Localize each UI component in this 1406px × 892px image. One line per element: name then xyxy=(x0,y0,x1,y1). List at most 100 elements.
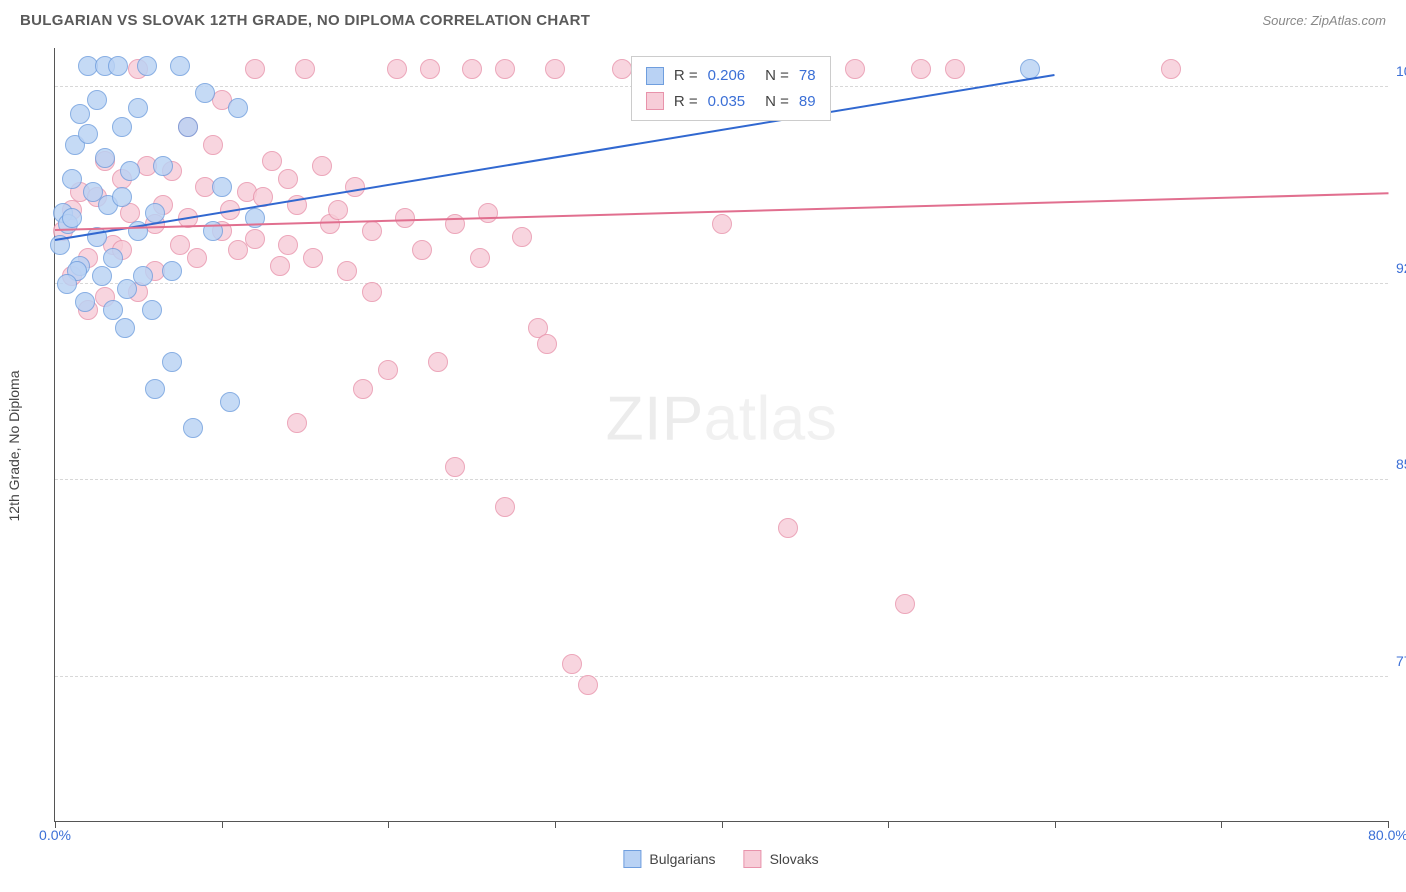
data-point xyxy=(57,274,77,294)
data-point xyxy=(778,518,798,538)
data-point xyxy=(445,457,465,477)
data-point xyxy=(228,98,248,118)
x-tick xyxy=(388,821,389,828)
data-point xyxy=(278,169,298,189)
data-point xyxy=(262,151,282,171)
data-point xyxy=(108,56,128,76)
watermark-atlas: atlas xyxy=(704,385,837,454)
data-point xyxy=(312,156,332,176)
legend-swatch-slovaks xyxy=(744,850,762,868)
data-point xyxy=(70,104,90,124)
data-point xyxy=(103,300,123,320)
x-tick xyxy=(722,821,723,828)
legend-swatch-bulgarians xyxy=(623,850,641,868)
chart-title: BULGARIAN VS SLOVAK 12TH GRADE, NO DIPLO… xyxy=(20,12,590,29)
stats-n-label: N = xyxy=(765,63,789,89)
x-tick xyxy=(888,821,889,828)
stats-swatch xyxy=(646,92,664,110)
data-point xyxy=(75,292,95,312)
data-point xyxy=(345,177,365,197)
data-point xyxy=(170,56,190,76)
legend-item-bulgarians: Bulgarians xyxy=(623,850,715,868)
data-point xyxy=(220,392,240,412)
stats-r-label: R = xyxy=(674,89,698,115)
data-point xyxy=(115,318,135,338)
data-point xyxy=(287,413,307,433)
grid-line-h xyxy=(55,479,1388,480)
data-point xyxy=(95,148,115,168)
data-point xyxy=(337,261,357,281)
stats-row: R = 0.206 N = 78 xyxy=(646,63,816,89)
data-point xyxy=(278,235,298,255)
data-point xyxy=(562,654,582,674)
stats-r-value: 0.206 xyxy=(708,63,746,89)
grid-line-h xyxy=(55,676,1388,677)
data-point xyxy=(212,177,232,197)
data-point xyxy=(462,59,482,79)
x-tick xyxy=(1221,821,1222,828)
data-point xyxy=(203,135,223,155)
data-point xyxy=(112,187,132,207)
data-point xyxy=(112,117,132,137)
data-point xyxy=(478,203,498,223)
data-point xyxy=(162,352,182,372)
stats-n-value: 78 xyxy=(799,63,816,89)
data-point xyxy=(170,235,190,255)
data-point xyxy=(428,352,448,372)
legend-item-slovaks: Slovaks xyxy=(744,850,819,868)
data-point xyxy=(117,279,137,299)
stats-swatch xyxy=(646,67,664,85)
legend: Bulgarians Slovaks xyxy=(623,850,818,868)
data-point xyxy=(328,200,348,220)
chart-area: 12th Grade, No Diploma ZIPatlas 77.5%85.… xyxy=(54,48,1388,844)
data-point xyxy=(445,214,465,234)
data-point xyxy=(537,334,557,354)
data-point xyxy=(495,59,515,79)
data-point xyxy=(133,266,153,286)
watermark: ZIPatlas xyxy=(606,384,837,455)
data-point xyxy=(145,203,165,223)
data-point xyxy=(612,59,632,79)
data-point xyxy=(545,59,565,79)
data-point xyxy=(245,59,265,79)
x-tick xyxy=(1055,821,1056,828)
data-point xyxy=(412,240,432,260)
data-point xyxy=(270,256,290,276)
data-point xyxy=(145,379,165,399)
x-tick xyxy=(222,821,223,828)
data-point xyxy=(895,594,915,614)
data-point xyxy=(420,59,440,79)
y-tick-label: 92.5% xyxy=(1396,260,1406,276)
legend-label-slovaks: Slovaks xyxy=(770,851,819,867)
y-axis-label: 12th Grade, No Diploma xyxy=(6,371,22,522)
data-point xyxy=(178,117,198,137)
data-point xyxy=(911,59,931,79)
data-point xyxy=(495,497,515,517)
stats-r-label: R = xyxy=(674,63,698,89)
y-tick-label: 100.0% xyxy=(1396,63,1406,79)
data-point xyxy=(845,59,865,79)
data-point xyxy=(187,248,207,268)
data-point xyxy=(195,83,215,103)
data-point xyxy=(362,221,382,241)
data-point xyxy=(945,59,965,79)
y-tick-label: 85.0% xyxy=(1396,456,1406,472)
data-point xyxy=(353,379,373,399)
data-point xyxy=(470,248,490,268)
data-point xyxy=(103,248,123,268)
data-point xyxy=(362,282,382,302)
data-point xyxy=(78,124,98,144)
source-label: Source: ZipAtlas.com xyxy=(1262,13,1386,28)
x-tick-label: 80.0% xyxy=(1368,827,1406,843)
legend-label-bulgarians: Bulgarians xyxy=(649,851,715,867)
data-point xyxy=(128,98,148,118)
data-point xyxy=(1161,59,1181,79)
data-point xyxy=(120,161,140,181)
watermark-zip: ZIP xyxy=(606,385,704,454)
data-point xyxy=(378,360,398,380)
stats-r-value: 0.035 xyxy=(708,89,746,115)
data-point xyxy=(142,300,162,320)
data-point xyxy=(512,227,532,247)
data-point xyxy=(303,248,323,268)
data-point xyxy=(162,261,182,281)
